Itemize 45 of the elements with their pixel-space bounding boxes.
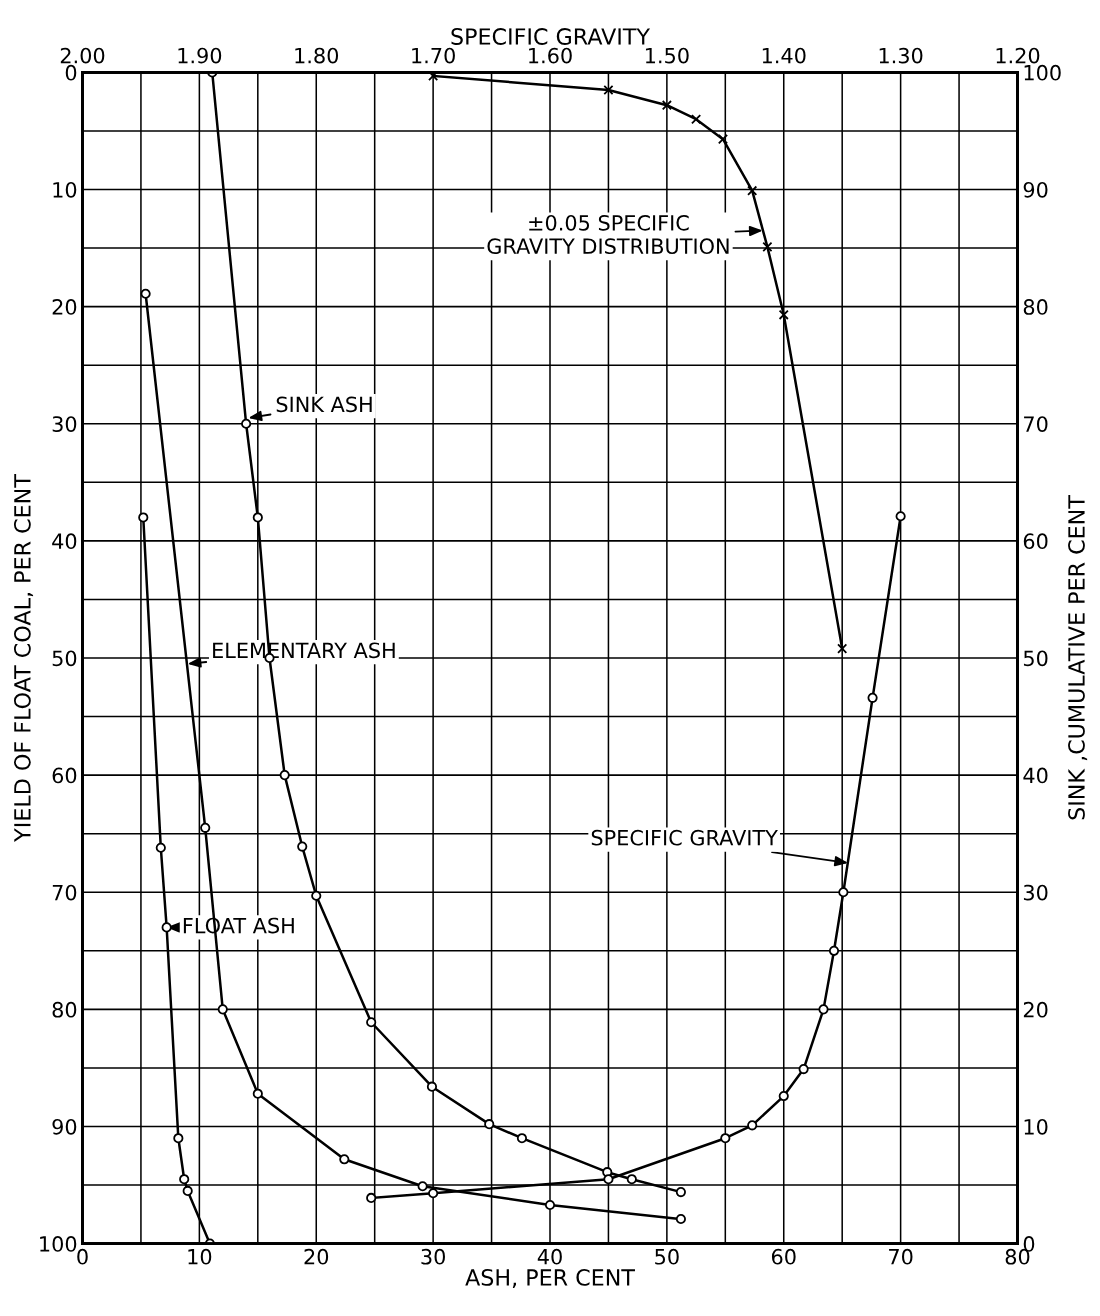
x2-tick-label: 1.90	[178, 47, 222, 64]
y-tick-label: 30	[52, 416, 77, 432]
y2-tick-label: 80	[1023, 299, 1048, 315]
y-tick-label: 10	[53, 181, 77, 198]
y-tick-label: 20	[52, 299, 77, 315]
x2-tick-label: 1.30	[879, 47, 923, 64]
y2-tick-label: 50	[1023, 650, 1048, 667]
y-tick-label: 90	[52, 1118, 77, 1135]
x-tick-label: 60	[771, 1248, 796, 1265]
x-tick-label: 10	[188, 1248, 212, 1265]
y2-tick-label: 90	[1023, 181, 1048, 198]
y2-axis-title: SINK ,CUMULATIVE PER CENT	[1068, 495, 1088, 820]
x-axis-title: ASH, PER CENT	[465, 1269, 635, 1289]
x-tick-label: 30	[421, 1248, 445, 1265]
x2-tick-label: 2.00	[60, 47, 105, 64]
x2-tick-label: 1.80	[295, 47, 339, 64]
y-tick-label: 0	[65, 64, 77, 81]
y2-tick-label: 70	[1024, 416, 1048, 432]
y2-tick-label: 10	[1024, 1118, 1048, 1135]
y-tick-label: 100	[40, 1236, 77, 1252]
y-tick-label: 50	[52, 650, 77, 667]
x-tick-label: 20	[304, 1248, 329, 1265]
y-tick-label: 60	[52, 767, 77, 784]
y-tick-label: 80	[52, 1001, 77, 1018]
x-tick-label: 40	[537, 1248, 562, 1265]
y2-tick-label: 40	[1023, 767, 1048, 784]
x2-tick-label: 1.40	[762, 47, 806, 64]
x2-tick-label: 1.50	[645, 47, 689, 64]
y-tick-label: 70	[52, 884, 77, 901]
x-tick-label: 70	[889, 1248, 913, 1265]
annotation: SPECIFIC GRAVITY	[591, 829, 778, 846]
x2-tick-label: 1.60	[529, 47, 572, 64]
y2-tick-label: 20	[1023, 1001, 1048, 1018]
x2-axis-title: SPECIFIC GRAVITY	[451, 28, 651, 45]
x2-tick-label: 1.20	[996, 47, 1040, 64]
y-axis-title: YIELD OF FLOAT COAL, PER CENT	[13, 474, 34, 842]
y-tick-label: 40	[52, 533, 77, 550]
x-tick-label: 50	[655, 1248, 679, 1265]
y2-tick-label: 30	[1023, 884, 1048, 901]
x-tick-label: 0	[77, 1248, 88, 1265]
annotation: SINK ASH	[276, 396, 372, 413]
annotation: ±0.05 SPECIFIC GRAVITY DISTRIBUTION	[487, 214, 729, 255]
y2-tick-label: 60	[1023, 533, 1048, 550]
x2-tick-label: 1.70	[412, 47, 455, 64]
y2-tick-label: 100	[1024, 64, 1061, 81]
